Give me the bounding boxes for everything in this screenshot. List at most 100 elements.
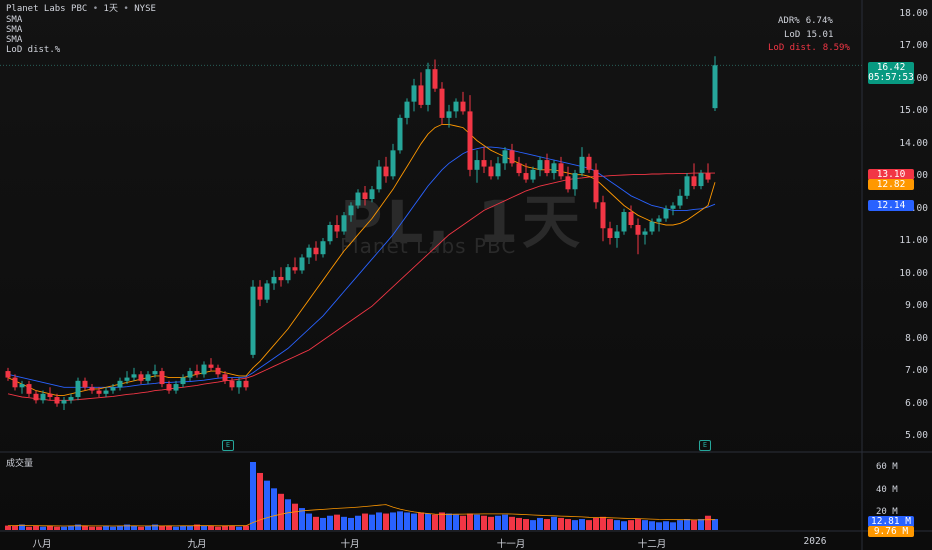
volume-bar — [390, 512, 396, 530]
volume-bar — [425, 513, 431, 530]
candle-body — [33, 393, 39, 401]
sma-slow-line — [7, 172, 715, 401]
volume-bar — [383, 513, 389, 530]
candle-body — [607, 228, 613, 238]
volume-bar — [341, 516, 347, 530]
candle-body — [705, 173, 711, 180]
volume-bar — [621, 521, 627, 530]
price-axis-label: 17.00 — [899, 40, 928, 52]
volume-bar — [670, 522, 676, 530]
candle-body — [299, 257, 305, 271]
indicator-sma-2[interactable]: SMA — [6, 25, 23, 35]
candle-body — [159, 371, 165, 385]
candle-body — [411, 85, 417, 102]
candle-body — [40, 393, 46, 401]
volume-bar — [243, 525, 249, 530]
candle-body — [243, 380, 249, 388]
adr-stat: ADR% 6.74% — [778, 16, 833, 26]
lod-dist-stat: LoD dist. 8.59% — [768, 43, 850, 53]
candle-body — [117, 380, 123, 388]
volume-bar — [159, 525, 165, 530]
volume-bar — [306, 513, 312, 530]
volume-bar — [75, 524, 81, 530]
interval-label[interactable]: 1天 — [103, 4, 118, 14]
volume-bar — [593, 517, 599, 530]
volume-bar — [530, 520, 536, 530]
separator: • — [92, 4, 99, 14]
earnings-marker[interactable]: E — [222, 440, 234, 451]
candle-body — [509, 150, 515, 164]
candle-body — [194, 371, 200, 375]
candle-body — [47, 393, 53, 398]
candle-body — [551, 163, 557, 174]
earnings-marker[interactable]: E — [699, 440, 711, 451]
volume-bar — [355, 515, 361, 530]
volume-bar — [502, 514, 508, 530]
candle-body — [166, 384, 172, 391]
candle-body — [698, 173, 704, 187]
volume-bar — [663, 521, 669, 530]
candle-body — [691, 176, 697, 187]
candle-body — [425, 69, 431, 105]
sma-orange-badge: 12.82 — [868, 179, 914, 190]
candle-body — [12, 377, 18, 388]
volume-bar — [26, 526, 32, 530]
volume-bar — [607, 519, 613, 530]
volume-bar — [68, 525, 74, 530]
candle-body — [376, 166, 382, 190]
candle-body — [453, 101, 459, 112]
volume-bar — [509, 516, 515, 530]
candle-body — [187, 371, 193, 378]
volume-bar — [551, 516, 557, 530]
volume-bar — [264, 480, 270, 530]
candle-body — [320, 241, 326, 255]
price-axis-label: 18.00 — [899, 8, 928, 19]
time-axis-label: 十月 — [340, 539, 360, 550]
volume-ma-line — [8, 504, 715, 527]
candle-body — [390, 150, 396, 177]
candle-body — [292, 267, 298, 271]
countdown-timer: 05:57:53 — [868, 72, 914, 83]
volume-pane-title[interactable]: 成交量 — [6, 459, 34, 469]
volume-bar — [397, 511, 403, 530]
lod-label: LoD — [784, 30, 801, 40]
volume-bar — [523, 519, 529, 530]
volume-bar — [579, 519, 585, 530]
sma-blue-badge: 12.14 — [868, 200, 914, 211]
volume-bar — [628, 520, 634, 530]
candle-body — [572, 173, 578, 190]
time-axis-label: 十一月 — [496, 539, 526, 550]
volume-bar — [362, 513, 368, 530]
indicator-sma-3[interactable]: SMA — [6, 35, 23, 45]
sma-fast-line — [7, 123, 716, 396]
indicator-lod-dist[interactable]: LoD dist.% — [6, 45, 61, 55]
price-axis-label: 8.00 — [905, 332, 928, 344]
candle-body — [82, 380, 88, 388]
volume-bar — [5, 525, 11, 530]
volume-bar — [12, 525, 18, 530]
candle-body — [495, 163, 501, 177]
candle-body — [579, 156, 585, 174]
candle-body — [201, 364, 207, 375]
volume-bar — [82, 525, 88, 530]
volume-bar — [635, 519, 641, 530]
volume-bar — [705, 515, 711, 530]
candle-body — [649, 221, 655, 232]
last-price-badge: 16.42 05:57:53 — [868, 62, 914, 84]
volume-bar — [47, 525, 53, 530]
indicator-sma-1[interactable]: SMA — [6, 15, 23, 25]
volume-bar — [208, 525, 214, 530]
volume-badge: 12.81 M — [868, 516, 914, 527]
candle-body — [96, 390, 102, 394]
volume-bar — [418, 512, 424, 530]
price-axis-label: 6.00 — [905, 397, 928, 409]
symbol-header[interactable]: Planet Labs PBC • 1天 • NYSE — [6, 4, 156, 14]
candle-body — [530, 169, 536, 180]
volume-bar — [187, 525, 193, 530]
candle-body — [222, 374, 228, 381]
volume-bar — [285, 499, 291, 530]
candle-body — [558, 163, 564, 177]
volume-bar — [684, 519, 690, 530]
candle-body — [215, 367, 221, 375]
